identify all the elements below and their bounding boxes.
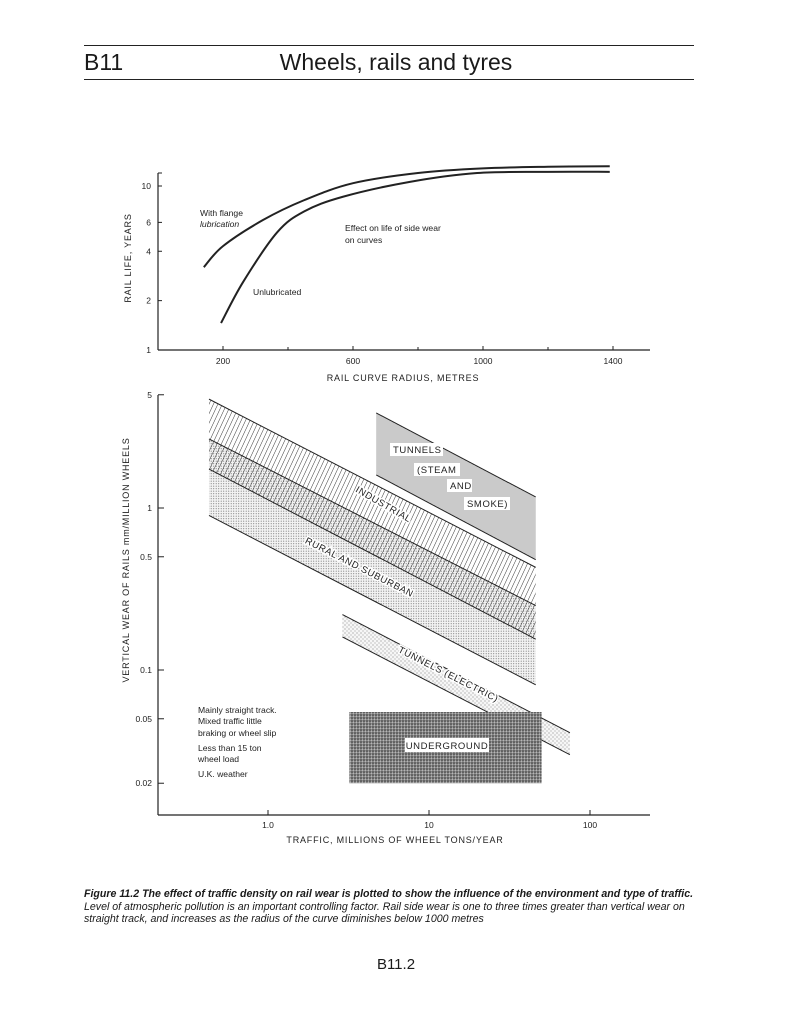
- y-tick-label: 0.05: [135, 714, 152, 724]
- band-tunnels-steam-and-smoke-upper-edge: [375, 412, 536, 498]
- band-label: TUNNELS: [393, 445, 442, 456]
- band-label: (STEAM: [417, 465, 457, 476]
- chart-note: braking or wheel slip: [198, 728, 277, 738]
- y-tick-label: 0.02: [135, 778, 152, 788]
- x-tick-label: 100: [583, 820, 597, 830]
- band-industrial: [208, 399, 536, 640]
- label-box: [390, 443, 443, 456]
- y-tick-label: 1: [147, 503, 152, 513]
- series-label: lubrication: [200, 219, 239, 229]
- chart-annotation: on curves: [345, 235, 382, 245]
- y-tick-label: 4: [146, 246, 151, 256]
- y-tick-label: 2: [146, 296, 151, 306]
- chart-note: Mixed traffic little: [198, 716, 262, 726]
- series-line-flange-lubrication: [203, 165, 610, 268]
- band-industrial-upper-edge: [208, 398, 536, 568]
- series-label: With flange: [200, 208, 243, 218]
- chart-note: U.K. weather: [198, 769, 248, 779]
- band-industrial-lower-edge: [208, 468, 536, 640]
- chart-note: Mainly straight track.: [198, 705, 277, 715]
- y-tick-label: 0.1: [140, 665, 152, 675]
- y-tick-label: 6: [146, 217, 151, 227]
- chart-annotation: Effect on life of side wear: [345, 223, 441, 233]
- chart-note: Less than 15 ton: [198, 743, 262, 753]
- y-tick-label: 5: [147, 390, 152, 400]
- x-axis-label: RAIL CURVE RADIUS, METRES: [327, 373, 480, 383]
- page-number: B11.2: [376, 956, 416, 973]
- header-rule-top: [84, 45, 694, 46]
- x-tick-label: 1400: [604, 356, 623, 366]
- label-box: [464, 497, 510, 510]
- label-box: [405, 738, 489, 752]
- x-tick-label: 10: [424, 820, 434, 830]
- series-label: Unlubricated: [253, 287, 301, 297]
- y-tick-label: 10: [142, 181, 152, 191]
- label-box: [414, 463, 460, 476]
- y-tick-label: 0.5: [140, 552, 152, 562]
- series-line-unlubricated: [220, 170, 610, 324]
- band-label: SMOKE): [467, 499, 508, 510]
- x-tick-label: 200: [216, 356, 230, 366]
- caption-title: Figure 11.2 The effect of traffic densit…: [84, 888, 694, 900]
- page-title: Wheels, rails and tyres: [279, 49, 513, 75]
- band-label: UNDERGROUND: [406, 741, 489, 752]
- x-tick-label: 600: [346, 356, 360, 366]
- band-tunnels-steam-and-smoke-lower-edge: [375, 474, 536, 561]
- band-label: AND: [450, 481, 472, 492]
- caption-text: Level of atmospheric pollution is an imp…: [84, 900, 685, 926]
- y-tick-label: 1: [146, 345, 151, 355]
- x-tick-label: 1.0: [262, 820, 274, 830]
- figure-caption: Figure 11.2 The effect of traffic densit…: [84, 888, 704, 926]
- y-axis-label: RAIL LIFE, YEARS: [123, 213, 133, 302]
- chart-note: wheel load: [197, 754, 239, 764]
- section-code: B11: [84, 49, 124, 75]
- band-rural-and-suburban-lower-edge: [208, 514, 536, 686]
- header-rule-bottom: [84, 79, 694, 80]
- x-axis-label: TRAFFIC, MILLIONS OF WHEEL TONS/YEAR: [286, 835, 503, 845]
- y-axis-label: VERTICAL WEAR OF RAILS mm/MILLION WHEELS: [121, 437, 131, 682]
- rail-life-chart: 200 600 1000 1400 1 2 4 6 10 RAIL CURVE RADIUS, M…: [123, 165, 650, 383]
- x-tick-label: 1000: [474, 356, 493, 366]
- label-box: [447, 479, 472, 492]
